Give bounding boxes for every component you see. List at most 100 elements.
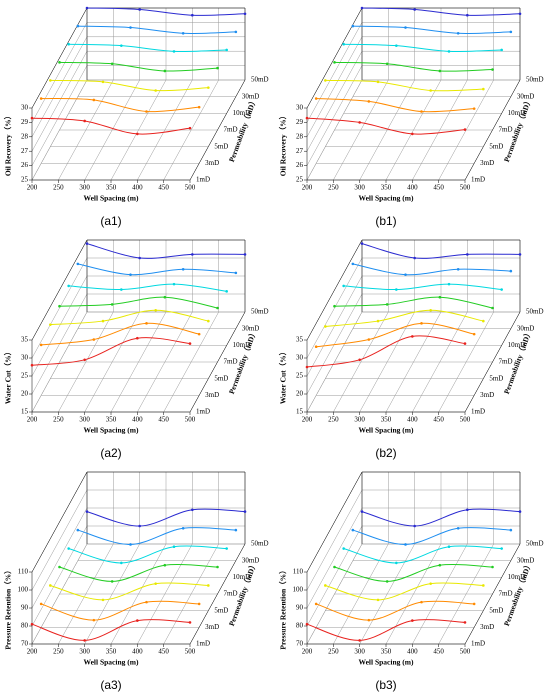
data-point [120, 561, 123, 565]
grid-line [306, 257, 363, 359]
data-point [225, 290, 228, 293]
axis-line [306, 7, 363, 109]
data-point [333, 565, 336, 569]
z-tick-label: 7mD [499, 358, 513, 366]
y-tick-label: 28 [21, 132, 29, 140]
data-point [30, 622, 34, 626]
data-point [413, 524, 416, 528]
z-tick-label: 50mD [251, 308, 269, 316]
data-point [58, 565, 61, 569]
data-point [58, 304, 61, 308]
data-point [358, 121, 361, 124]
x-tick-label: 500 [185, 184, 196, 192]
data-point [466, 508, 469, 512]
series-line [361, 7, 521, 16]
data-point [324, 79, 327, 82]
data-point [376, 598, 380, 602]
data-point [129, 26, 132, 29]
data-point [76, 24, 80, 28]
data-point [342, 284, 345, 288]
x-tick-label: 200 [27, 416, 38, 424]
data-point [163, 563, 167, 567]
data-point [110, 580, 114, 583]
data-point [413, 256, 416, 260]
data-point [172, 50, 176, 53]
z-tick-label: 10mD [233, 109, 251, 117]
y-tick-label: 70 [296, 640, 304, 648]
z-tick-label: 1mD [471, 176, 485, 184]
data-point [197, 332, 201, 336]
grid-line [306, 525, 363, 627]
data-point [136, 132, 139, 136]
series-line [59, 563, 218, 582]
x-tick-label: 450 [158, 648, 169, 656]
grid-line [306, 507, 363, 609]
x-tick-label: 250 [53, 416, 64, 424]
data-point [447, 282, 451, 286]
z-tick-label: 3mD [480, 391, 494, 399]
data-point [83, 119, 86, 123]
series-line [86, 7, 246, 16]
z-tick-label: 3mD [205, 159, 219, 167]
data-point [491, 68, 494, 71]
data-point [305, 622, 309, 626]
data-point [234, 528, 238, 532]
z-tick-label: 7mD [499, 126, 513, 134]
series-line [31, 337, 191, 366]
data-point [76, 262, 80, 266]
data-point [207, 86, 210, 89]
z-tick-label: 5mD [214, 374, 228, 382]
axis-line [189, 79, 246, 181]
data-point [129, 543, 132, 546]
series-line [306, 619, 466, 641]
data-point [138, 256, 141, 260]
axis-line [464, 543, 521, 645]
data-point [385, 303, 389, 306]
data-point [518, 253, 522, 256]
data-point [395, 561, 398, 565]
data-point [456, 32, 460, 35]
y-tick-label: 15 [296, 408, 304, 416]
data-point [420, 600, 423, 604]
data-point [172, 545, 176, 549]
series-line [41, 98, 200, 113]
x-tick-label: 500 [460, 416, 471, 424]
series-line [361, 243, 521, 259]
grid-line [31, 275, 88, 377]
data-point [358, 358, 361, 362]
z-tick-label: 30mD [242, 556, 259, 564]
x-axis-title: Well Spacing (m) [358, 426, 414, 435]
series-line [77, 526, 236, 545]
axis-line [464, 311, 521, 413]
z-tick-label: 3mD [205, 391, 219, 399]
grid-line [31, 22, 88, 123]
y-tick-label: 100 [18, 586, 29, 594]
data-point [360, 242, 364, 245]
grid-line [31, 489, 88, 591]
data-point [404, 543, 407, 546]
data-point [411, 132, 414, 136]
axis-line [306, 239, 363, 341]
z-tick-label: 5mD [489, 142, 503, 150]
data-point [314, 345, 318, 349]
data-point [518, 510, 522, 513]
y-axis-title: Pressure Retention（%） [3, 566, 13, 649]
z-tick-label: 30mD [242, 324, 259, 332]
y-axis-title: Oil Recovery（%） [278, 112, 288, 176]
data-point [456, 526, 460, 530]
series-line [50, 582, 209, 601]
panel-label: (b2) [375, 446, 396, 460]
data-point [101, 319, 105, 323]
data-point [509, 30, 513, 34]
data-point [85, 6, 89, 10]
z-tick-label: 7mD [224, 126, 238, 134]
data-point [360, 6, 364, 10]
x-tick-label: 200 [302, 416, 313, 424]
x-tick-label: 450 [158, 184, 169, 192]
y-tick-label: 100 [293, 586, 304, 594]
data-point [129, 273, 132, 276]
axis-line [189, 543, 246, 645]
data-point [49, 323, 52, 326]
y-tick-label: 26 [296, 161, 304, 169]
